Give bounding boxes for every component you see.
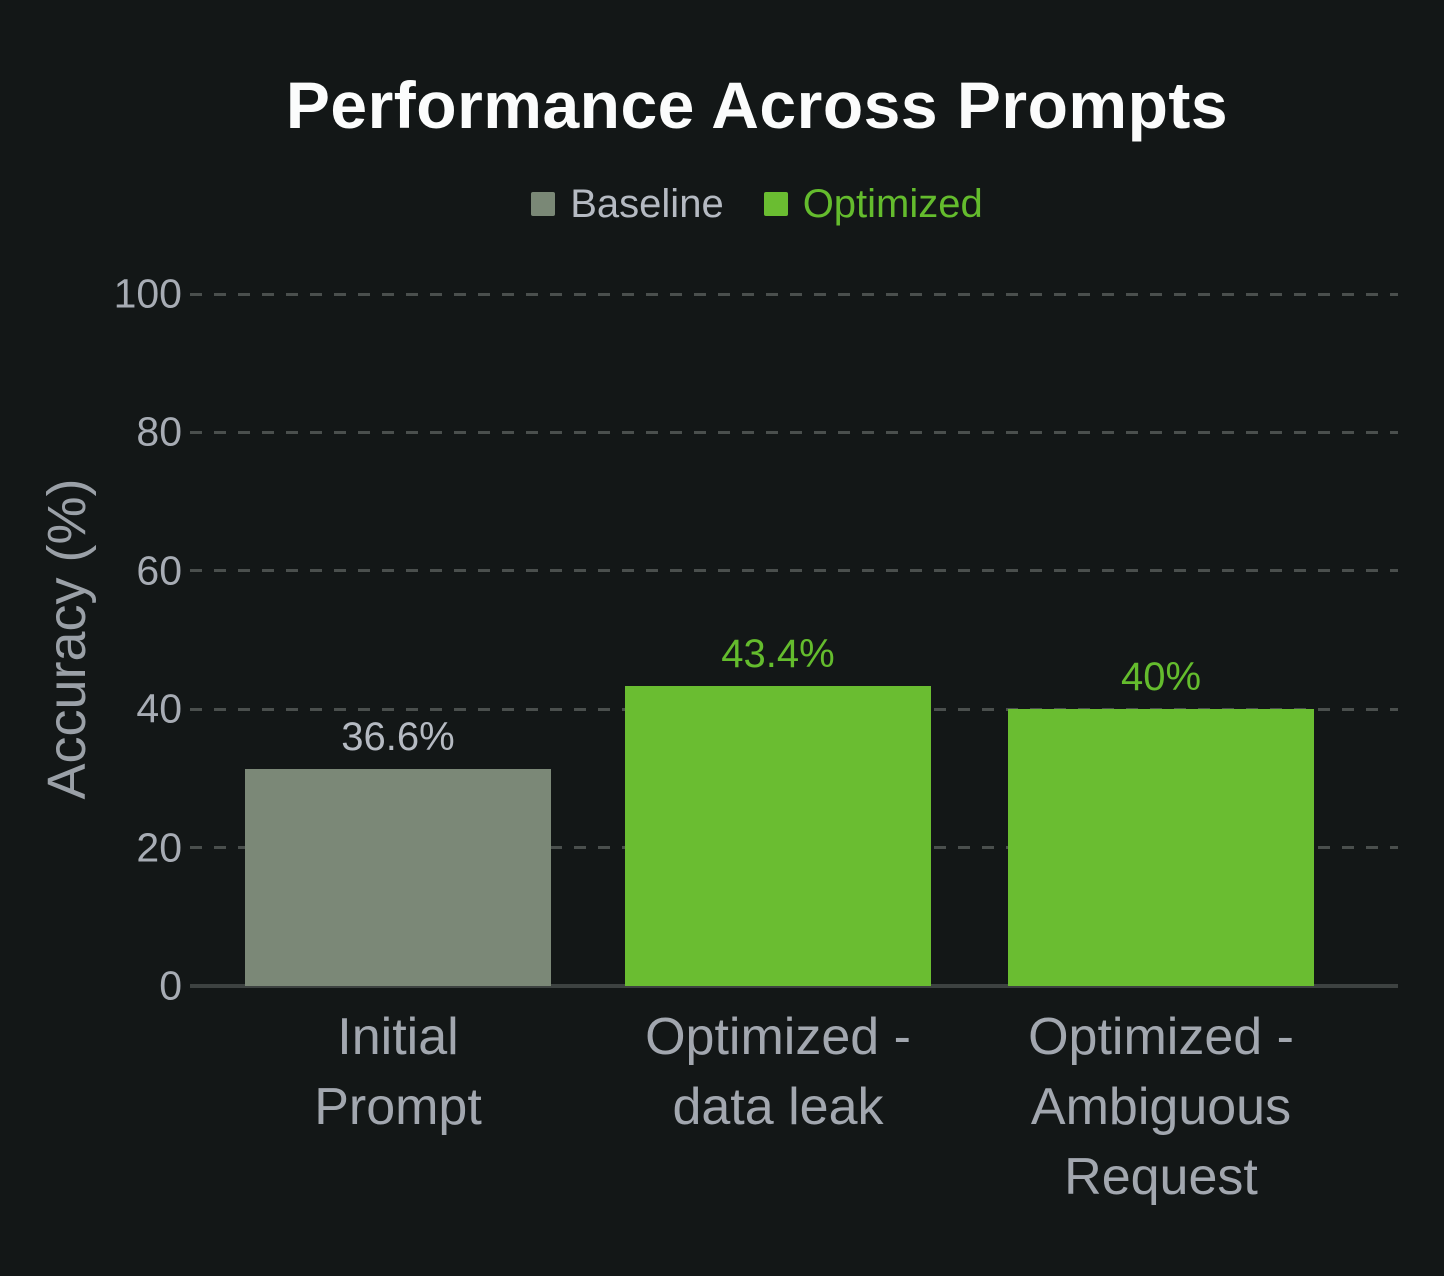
bar-initial-prompt <box>245 769 551 986</box>
legend-label-optimized: Optimized <box>802 182 983 226</box>
y-axis-title: Accuracy (%) <box>37 478 97 800</box>
y-tick-label-60: 60 <box>136 547 182 594</box>
legend-item-optimized: Optimized <box>763 182 983 226</box>
y-tick-label-0: 0 <box>159 962 182 1009</box>
gridline-60 <box>190 569 1398 573</box>
x-category-label-optimized-data-leak: Optimized - data leak <box>645 1008 911 1136</box>
y-tick-label-40: 40 <box>136 685 182 732</box>
legend-swatch-icon-baseline <box>531 192 556 216</box>
x-category-label-initial-prompt: Initial Prompt <box>314 1008 482 1136</box>
bar-optimized-ambiguous-request <box>1008 709 1314 986</box>
chart-legend: Baseline Optimized <box>70 184 1444 224</box>
y-tick-label-80: 80 <box>136 408 182 455</box>
x-category-label-optimized-ambiguous-request: Optimized - Ambiguous Request <box>1028 1008 1294 1206</box>
bar-optimized-data-leak <box>625 686 931 986</box>
plot-area: 36.6% 43.4% 40% <box>190 292 1398 988</box>
legend-label-baseline: Baseline <box>570 182 724 226</box>
legend-item-baseline: Baseline <box>531 182 724 226</box>
bar-value-label-optimized-ambiguous-request: 40% <box>1120 655 1202 699</box>
x-axis-line <box>190 984 1398 988</box>
bar-value-label-optimized-data-leak: 43.4% <box>721 632 835 676</box>
y-tick-label-20: 20 <box>136 824 182 871</box>
chart-title: Performance Across Prompts <box>285 68 1229 142</box>
bar-value-label-initial-prompt: 36.6% <box>341 715 455 759</box>
gridline-80 <box>190 430 1398 434</box>
legend-swatch-icon-optimized <box>763 192 788 216</box>
gridline-100 <box>190 292 1398 296</box>
y-tick-label-100: 100 <box>113 270 182 317</box>
